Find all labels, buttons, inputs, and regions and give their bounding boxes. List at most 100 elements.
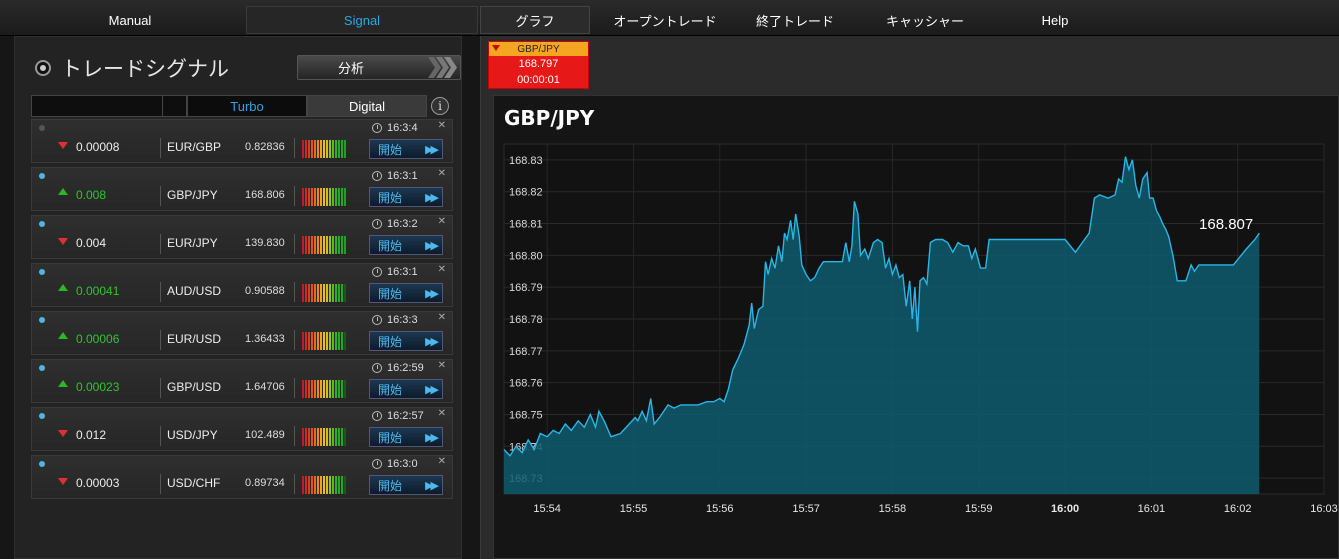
tab-manual[interactable]: Manual <box>108 12 152 28</box>
close-icon[interactable]: ✕ <box>437 168 446 179</box>
start-label: 開始 <box>378 190 403 205</box>
start-button[interactable]: 開始 ▶▶ <box>369 139 443 159</box>
tab-turbo[interactable]: Turbo <box>187 95 307 117</box>
strength-bar <box>302 236 304 254</box>
strength-bar <box>332 236 334 254</box>
close-icon[interactable]: ✕ <box>437 360 446 371</box>
signal-row[interactable]: 0.008 GBP/JPY 168.806 16:3:1 ✕ 開始 ▶▶ <box>31 167 453 211</box>
signal-value: 0.004 <box>76 236 107 250</box>
strength-bar <box>344 380 346 398</box>
signal-row[interactable]: 0.00008 EUR/GBP 0.82836 16:3:4 ✕ 開始 ▶▶ <box>31 119 453 163</box>
strength-bar <box>326 380 328 398</box>
strength-bar <box>335 140 337 158</box>
close-icon[interactable]: ✕ <box>437 264 446 275</box>
signal-time-text: 16:2:59 <box>387 362 424 374</box>
filter-dropdown[interactable] <box>31 95 182 117</box>
radio-icon[interactable] <box>35 60 51 76</box>
signal-row[interactable]: 0.00003 USD/CHF 0.89734 16:3:0 ✕ 開始 ▶▶ <box>31 455 453 499</box>
strength-bar <box>302 188 304 206</box>
strength-bar <box>344 140 346 158</box>
strength-bar <box>332 380 334 398</box>
signal-row[interactable]: 0.012 USD/JPY 102.489 16:2:57 ✕ 開始 ▶▶ <box>31 407 453 451</box>
signal-row[interactable]: 0.004 EUR/JPY 139.830 16:3:2 ✕ 開始 ▶▶ <box>31 215 453 259</box>
strength-bar <box>323 236 325 254</box>
currency-pair: EUR/USD <box>167 332 222 346</box>
tab-graph[interactable]: グラフ <box>480 6 590 34</box>
tab-signal[interactable]: Signal <box>246 6 478 34</box>
tab-help[interactable]: Help <box>1041 12 1069 28</box>
signal-time: 16:3:1 <box>372 266 418 278</box>
dropdown-toggle[interactable] <box>163 95 187 117</box>
divider <box>160 186 161 206</box>
divider <box>294 474 295 494</box>
strength-bar <box>329 428 331 446</box>
signal-time: 16:2:59 <box>372 362 424 374</box>
start-button[interactable]: 開始 ▶▶ <box>369 379 443 399</box>
analyze-button[interactable]: 分析 <box>297 55 461 80</box>
close-icon[interactable]: ✕ <box>437 312 446 323</box>
strength-bar <box>344 332 346 350</box>
y-tick-label: 168.80 <box>509 250 543 262</box>
strength-bar <box>335 188 337 206</box>
y-tick-label: 168.82 <box>509 187 543 199</box>
signal-row[interactable]: 0.00041 AUD/USD 0.90588 16:3:1 ✕ 開始 ▶▶ <box>31 263 453 307</box>
up-arrow-icon <box>58 332 68 339</box>
x-tick-label: 15:54 <box>533 503 561 515</box>
start-label: 開始 <box>378 334 403 349</box>
strength-bar <box>344 284 346 302</box>
last-value-label: 168.807 <box>1199 216 1253 233</box>
signal-price: 168.806 <box>245 189 285 201</box>
strength-bar <box>335 332 337 350</box>
down-triangle-icon <box>492 45 500 51</box>
asset-ticker[interactable]: GBP/JPY 168.797 00:00:01 <box>488 41 589 89</box>
strength-bar <box>338 188 340 206</box>
start-button[interactable]: 開始 ▶▶ <box>369 331 443 351</box>
fast-forward-icon: ▶▶ <box>425 144 439 156</box>
strength-bar <box>311 476 313 494</box>
signal-row[interactable]: 0.00023 GBP/USD 1.64706 16:2:59 ✕ 開始 ▶▶ <box>31 359 453 403</box>
up-arrow-icon <box>58 188 68 195</box>
tab-digital[interactable]: Digital <box>307 95 427 117</box>
currency-pair: AUD/USD <box>167 284 222 298</box>
start-button[interactable]: 開始 ▶▶ <box>369 235 443 255</box>
currency-pair: EUR/JPY <box>167 236 218 250</box>
signal-time: 16:3:4 <box>372 122 418 134</box>
signal-row[interactable]: 0.00006 EUR/USD 1.36433 16:3:3 ✕ 開始 ▶▶ <box>31 311 453 355</box>
clock-icon <box>372 267 382 277</box>
tab-closed-trades[interactable]: 終了トレード <box>755 13 834 29</box>
series-area <box>504 156 1260 494</box>
y-tick-label: 168.79 <box>509 282 543 294</box>
panel-title-text: トレードシグナル <box>61 58 229 81</box>
signal-strength-meter <box>302 140 346 158</box>
close-icon[interactable]: ✕ <box>437 120 446 131</box>
close-icon[interactable]: ✕ <box>437 216 446 227</box>
tab-cashier[interactable]: キャッシャー <box>885 13 964 29</box>
strength-bar <box>317 236 319 254</box>
info-icon[interactable]: i <box>431 97 449 115</box>
signal-value: 0.00006 <box>76 332 120 346</box>
tab-open-trades[interactable]: オープントレード <box>613 13 717 29</box>
close-icon[interactable]: ✕ <box>437 456 446 467</box>
strength-bar <box>341 236 343 254</box>
strength-bar <box>344 188 346 206</box>
start-button[interactable]: 開始 ▶▶ <box>369 475 443 495</box>
signal-price: 102.489 <box>245 429 285 441</box>
close-icon[interactable]: ✕ <box>437 408 446 419</box>
start-button[interactable]: 開始 ▶▶ <box>369 187 443 207</box>
strength-bar <box>311 236 313 254</box>
x-tick-label: 15:55 <box>620 503 648 515</box>
start-label: 開始 <box>378 382 403 397</box>
strength-bar <box>338 284 340 302</box>
fast-forward-icon: ▶▶ <box>425 192 439 204</box>
start-button[interactable]: 開始 ▶▶ <box>369 283 443 303</box>
start-button[interactable]: 開始 ▶▶ <box>369 427 443 447</box>
strength-bar <box>320 380 322 398</box>
strength-bar <box>341 380 343 398</box>
strength-bar <box>305 236 307 254</box>
status-dot <box>39 173 45 179</box>
strength-bar <box>323 380 325 398</box>
strength-bar <box>332 188 334 206</box>
strength-bar <box>338 380 340 398</box>
strength-bar <box>320 428 322 446</box>
strength-bar <box>314 236 316 254</box>
